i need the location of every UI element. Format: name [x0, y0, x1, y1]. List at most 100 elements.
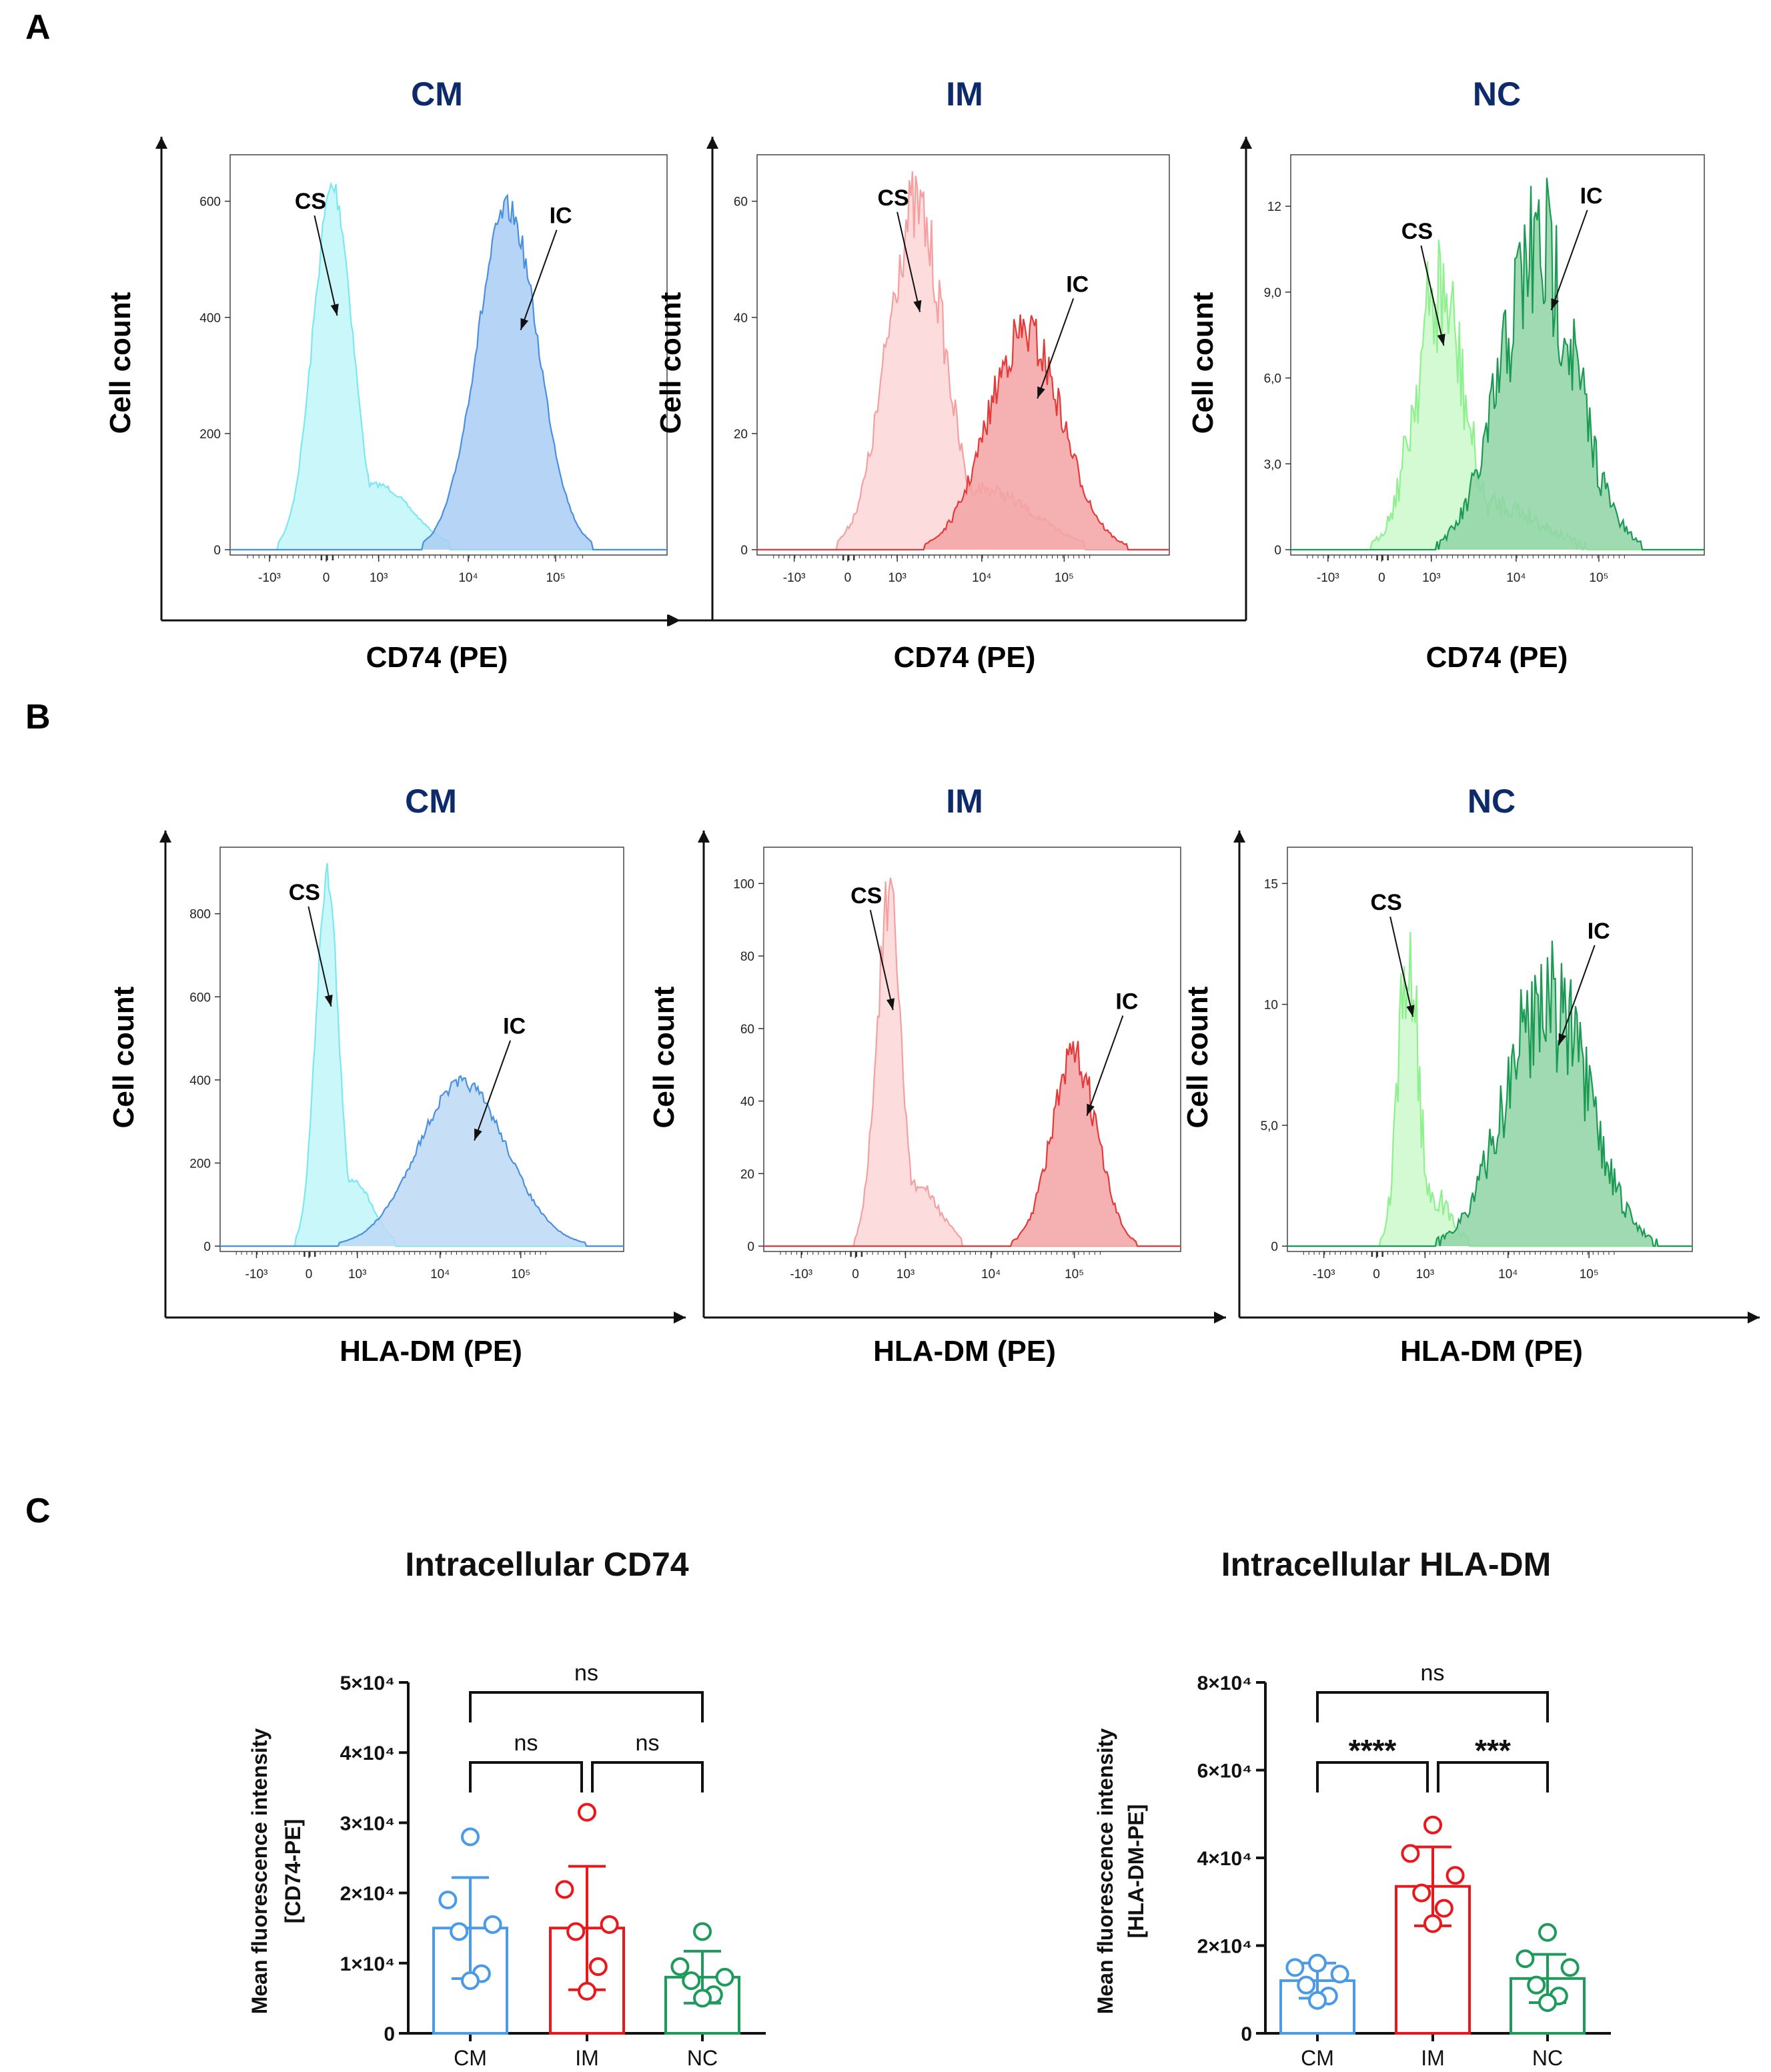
data-point [715, 1967, 734, 1987]
data-point [600, 1915, 619, 1934]
data-point [578, 1981, 596, 2001]
significance-bracket [469, 1761, 583, 1792]
x-axis-label: CD74 (PE) [366, 641, 508, 674]
bar-chart-title: Intracellular HLA-DM [1221, 1546, 1552, 1583]
data-point [682, 1971, 701, 1991]
data-point [1308, 1991, 1327, 2010]
cs-pointer-line [308, 906, 332, 1007]
cs-pointer-line [1420, 245, 1445, 346]
y-axis-arrow [1233, 831, 1245, 843]
x-tick-label: 10³ [348, 1267, 366, 1281]
y-tick-label: 20 [734, 428, 748, 442]
x-tick-label: -10³ [1317, 571, 1339, 585]
y-tick-label: 0 [747, 1240, 754, 1254]
y-tick-label: 60 [740, 1023, 754, 1037]
data-point [450, 1922, 469, 1941]
cs-pointer-head [1437, 334, 1445, 346]
y-tick-label: 0 [1274, 544, 1281, 558]
y-tick-label: 6,0 [1264, 372, 1281, 386]
ic-histogram-line [757, 314, 1169, 551]
x-tick-label: 0 [1378, 571, 1385, 585]
panel-title: NC [1473, 75, 1521, 113]
x-tick-label: 0 [852, 1267, 859, 1281]
data-point [578, 1802, 596, 1822]
data-point [1434, 1899, 1453, 1918]
y-tick-label: 600 [199, 195, 221, 209]
x-tick-label: -10³ [258, 571, 281, 585]
x-axis-label: HLA-DM (PE) [873, 1335, 1056, 1368]
data-point [1538, 1923, 1557, 1942]
data-point [438, 1891, 458, 1910]
cs-pointer-line [869, 909, 894, 1011]
y-tick-label: 0 [203, 1240, 211, 1254]
x-tick-label: -10³ [1313, 1267, 1335, 1281]
histogram-panel-a-cm: CM CD74 (PE) Cell count 0 200 400 600 -10³ 0 10³ 1… [104, 75, 680, 674]
y-tick-label: 12 [1267, 200, 1281, 214]
ic-population-label: IC [503, 1014, 526, 1039]
significance-bracket [1316, 1691, 1549, 1722]
x-tick-label: 0 [306, 1267, 313, 1281]
data-point [1423, 1914, 1442, 1933]
y-axis-label: Cell count [1187, 292, 1219, 434]
x-tick-label: 10⁴ [430, 1267, 450, 1281]
data-point [1297, 1975, 1316, 1995]
y-axis-arrow [159, 831, 171, 843]
y-tick-label: 200 [189, 1157, 211, 1171]
bar-chart-c-cd74: Intracellular CD74 Mean fluorescence inte… [247, 1546, 766, 2070]
y-tick-label: 100 [733, 877, 754, 891]
plot-frame [229, 154, 668, 556]
x-tick-label: 10³ [897, 1267, 915, 1281]
y-tick-label: 3×10⁴ [340, 1812, 395, 1835]
ic-population-label: IC [1588, 919, 1610, 944]
significance-label: *** [1475, 1733, 1511, 1768]
data-point [1538, 1993, 1557, 2012]
cs-population-label: CS [1371, 890, 1402, 915]
ic-pointer-head [1551, 298, 1560, 310]
data-point [1527, 1975, 1546, 1995]
significance-label: ns [574, 1660, 598, 1686]
y-axis-label: Mean fluorescence intensity [1093, 1728, 1117, 2015]
panel-title: CM [405, 783, 457, 820]
cs-histogram-fill [757, 171, 1169, 550]
cs-pointer-line [314, 215, 338, 316]
significance-label: ns [636, 1730, 660, 1756]
ic-histogram-fill [757, 314, 1169, 550]
ic-pointer-head [1037, 386, 1045, 399]
y-axis-label-unit: [HLA-DM-PE] [1124, 1804, 1148, 1939]
ic-histogram-line [220, 1075, 624, 1247]
x-axis-arrow [667, 614, 679, 626]
data-point [588, 1957, 608, 1977]
y-tick-label: 20 [740, 1167, 754, 1181]
ic-population-label: IC [1580, 183, 1603, 209]
category-label: IM [575, 2046, 599, 2070]
ic-histogram-fill [220, 1076, 624, 1246]
ic-population-label: IC [1066, 272, 1089, 297]
cs-pointer-head [330, 304, 339, 316]
y-tick-label: 0 [1271, 1240, 1278, 1254]
y-tick-label: 400 [199, 312, 221, 326]
y-tick-label: 1×10⁴ [340, 1953, 395, 1975]
y-tick-label: 40 [740, 1095, 754, 1109]
panel-title: NC [1467, 783, 1516, 820]
y-tick-label: 4×10⁴ [1197, 1848, 1252, 1870]
panel-title: IM [946, 783, 983, 820]
x-tick-label: 10⁴ [972, 571, 991, 585]
ic-histogram-line [764, 1041, 1181, 1247]
y-axis-arrow [1240, 137, 1252, 149]
cs-pointer-head [324, 994, 333, 1007]
x-axis-label: CD74 (PE) [894, 641, 1036, 674]
cs-pointer-head [886, 998, 895, 1011]
category-label: CM [454, 2046, 487, 2070]
data-point [670, 1957, 690, 1977]
ic-histogram-line [1291, 177, 1704, 551]
y-tick-label: 800 [189, 908, 211, 922]
ic-population-label: IC [550, 203, 572, 229]
plot-frame [1290, 154, 1705, 556]
panel-letter-b: B [25, 698, 51, 736]
ic-pointer-line [1037, 298, 1075, 399]
bar-chart-title: Intracellular CD74 [405, 1546, 688, 1583]
y-tick-label: 2×10⁴ [340, 1883, 395, 1905]
x-axis-arrow [674, 1312, 686, 1324]
data-point [1516, 1949, 1535, 1969]
significance-bracket [469, 1691, 704, 1722]
